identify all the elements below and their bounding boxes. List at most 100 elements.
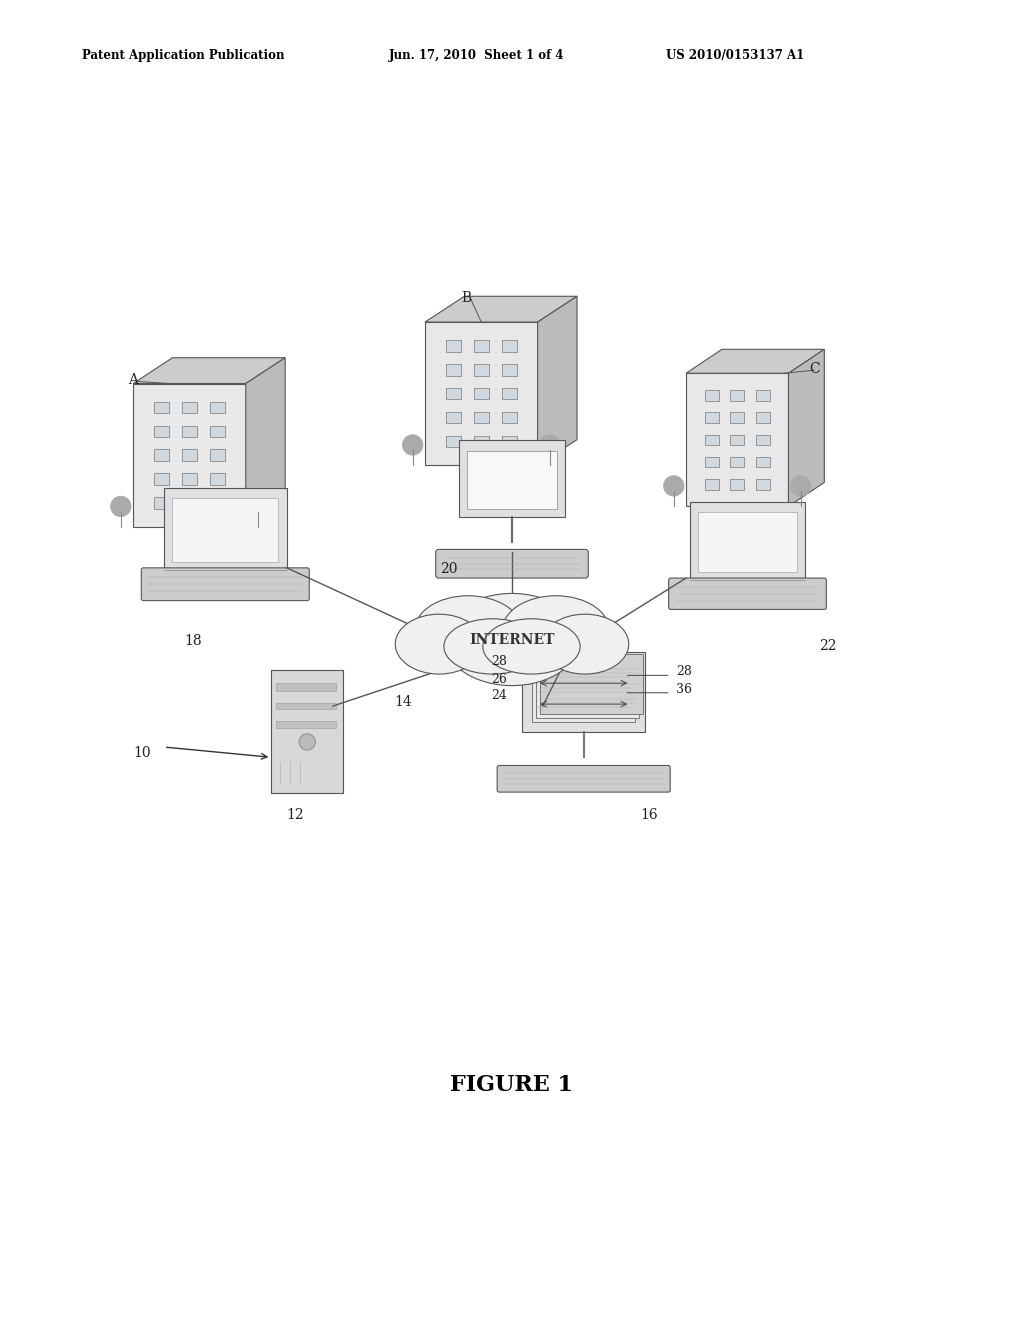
FancyBboxPatch shape: [141, 568, 309, 601]
Bar: [182, 474, 197, 484]
FancyBboxPatch shape: [669, 578, 826, 610]
Ellipse shape: [483, 619, 580, 675]
Bar: [502, 412, 517, 424]
Text: 10: 10: [133, 746, 151, 760]
Ellipse shape: [444, 594, 580, 685]
Text: A: A: [128, 372, 138, 387]
Bar: [730, 391, 744, 401]
Bar: [154, 498, 169, 508]
Text: 24: 24: [492, 689, 508, 702]
Bar: [730, 479, 744, 490]
Circle shape: [540, 434, 560, 455]
Bar: [705, 391, 719, 401]
Polygon shape: [686, 350, 824, 374]
Bar: [210, 425, 225, 437]
Bar: [154, 450, 169, 461]
Text: B: B: [461, 290, 471, 305]
Text: FIGURE 1: FIGURE 1: [451, 1074, 573, 1096]
Bar: [730, 434, 744, 445]
Text: 28: 28: [492, 655, 508, 668]
Bar: [522, 652, 645, 731]
Text: 12: 12: [287, 808, 304, 822]
Bar: [705, 412, 719, 422]
Bar: [690, 503, 805, 579]
Bar: [133, 384, 246, 527]
Bar: [756, 412, 770, 422]
Bar: [172, 498, 279, 562]
Bar: [210, 474, 225, 484]
Bar: [705, 457, 719, 467]
Bar: [502, 388, 517, 400]
Bar: [756, 479, 770, 490]
Bar: [276, 704, 336, 709]
Bar: [730, 412, 744, 422]
Bar: [756, 434, 770, 445]
Bar: [541, 653, 643, 714]
Bar: [210, 498, 225, 508]
Circle shape: [791, 475, 811, 496]
Bar: [445, 412, 461, 424]
Circle shape: [402, 434, 423, 455]
Bar: [532, 663, 635, 722]
Ellipse shape: [395, 614, 483, 675]
Ellipse shape: [444, 619, 541, 675]
Bar: [502, 436, 517, 447]
Circle shape: [111, 496, 131, 516]
Bar: [698, 512, 797, 573]
Bar: [686, 374, 788, 507]
Circle shape: [299, 734, 315, 750]
Bar: [705, 479, 719, 490]
Bar: [276, 722, 336, 727]
Polygon shape: [133, 358, 285, 384]
Text: 22: 22: [819, 639, 837, 653]
Circle shape: [248, 496, 268, 516]
Bar: [445, 341, 461, 351]
Text: 26: 26: [492, 672, 508, 685]
Bar: [154, 425, 169, 437]
Polygon shape: [246, 358, 285, 527]
Bar: [164, 488, 287, 570]
Bar: [474, 388, 488, 400]
Bar: [182, 425, 197, 437]
Ellipse shape: [502, 595, 609, 665]
Text: 20: 20: [440, 562, 458, 576]
Bar: [210, 450, 225, 461]
Polygon shape: [538, 296, 578, 466]
Text: Patent Application Publication: Patent Application Publication: [82, 49, 285, 62]
Bar: [210, 401, 225, 413]
Bar: [730, 457, 744, 467]
FancyBboxPatch shape: [436, 549, 588, 578]
Bar: [271, 671, 343, 793]
Text: Jun. 17, 2010  Sheet 1 of 4: Jun. 17, 2010 Sheet 1 of 4: [389, 49, 564, 62]
Bar: [154, 474, 169, 484]
Bar: [756, 391, 770, 401]
Text: C: C: [809, 362, 819, 376]
Bar: [474, 412, 488, 424]
Bar: [182, 450, 197, 461]
FancyBboxPatch shape: [497, 766, 670, 792]
Text: 16: 16: [640, 808, 657, 822]
Bar: [474, 436, 488, 447]
Text: 14: 14: [394, 696, 412, 709]
Bar: [537, 659, 639, 718]
Bar: [154, 401, 169, 413]
Bar: [445, 364, 461, 376]
Text: 36: 36: [676, 682, 692, 696]
Bar: [276, 682, 336, 690]
Bar: [467, 451, 557, 510]
Bar: [756, 457, 770, 467]
Bar: [425, 322, 538, 466]
Bar: [502, 341, 517, 351]
Bar: [182, 498, 197, 508]
Bar: [474, 341, 488, 351]
Text: INTERNET: INTERNET: [469, 632, 555, 647]
Ellipse shape: [415, 595, 521, 665]
Bar: [459, 440, 565, 516]
Bar: [705, 434, 719, 445]
Circle shape: [664, 475, 684, 496]
Bar: [445, 436, 461, 447]
Ellipse shape: [542, 614, 629, 675]
Bar: [445, 388, 461, 400]
Bar: [474, 364, 488, 376]
Text: 18: 18: [184, 634, 202, 648]
